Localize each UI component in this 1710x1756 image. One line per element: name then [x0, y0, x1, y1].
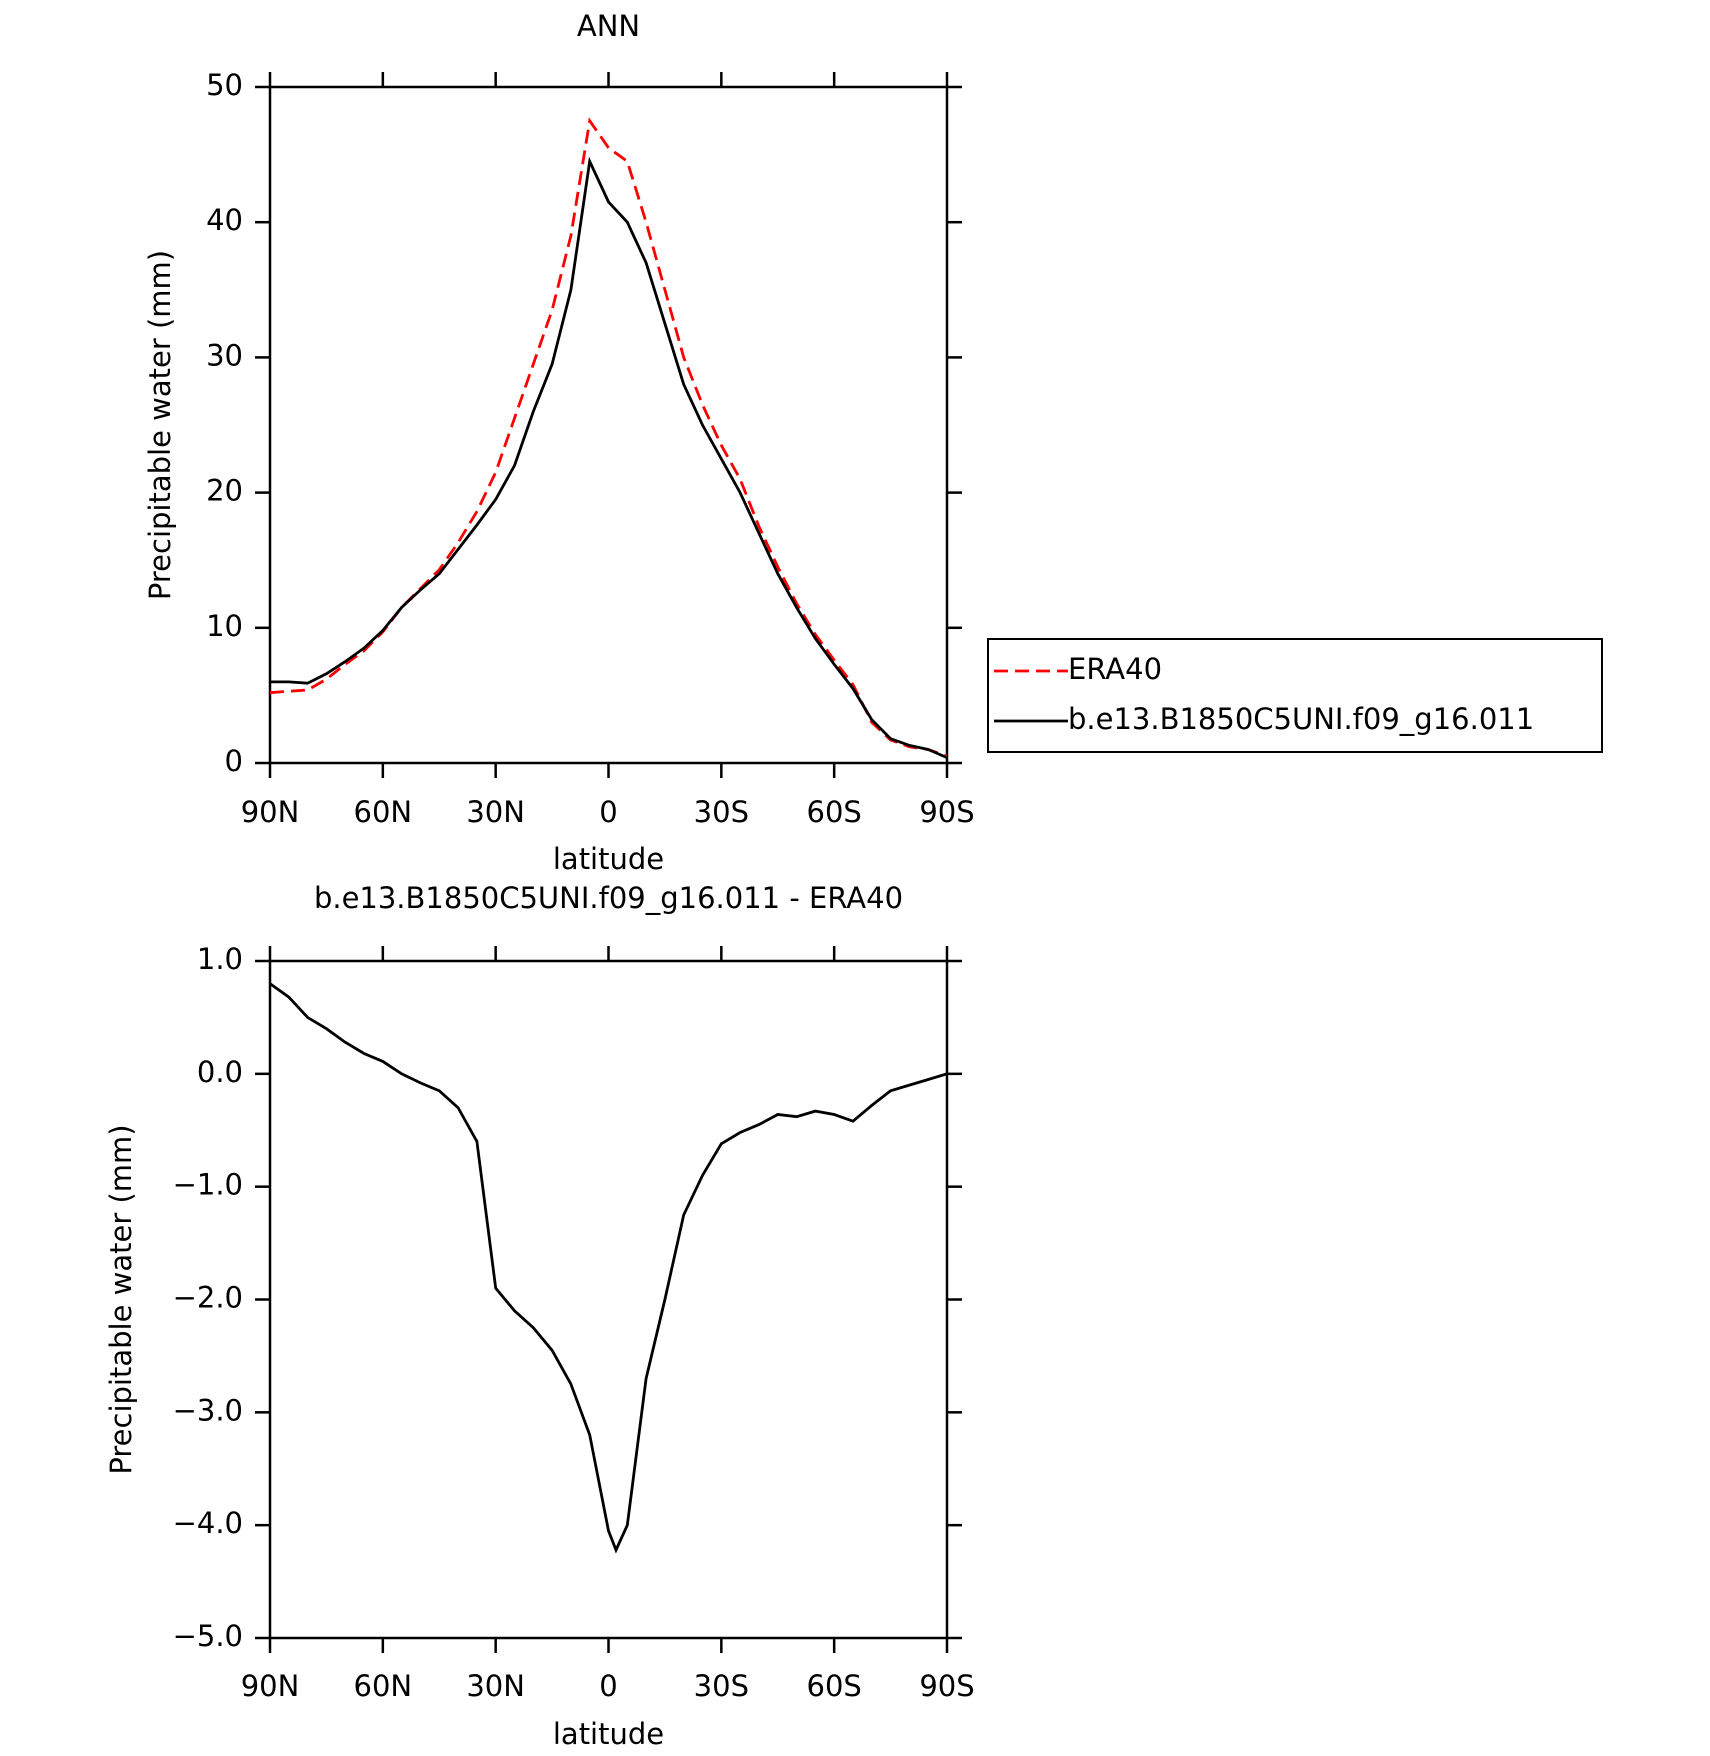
y-tick-label: −2.0 [173, 1281, 243, 1315]
y-tick-label: 30 [206, 338, 243, 372]
data-line [269, 117, 948, 758]
x-tick-label: 60S [807, 1669, 862, 1703]
x-tick-label: 90S [919, 795, 974, 829]
legend-label: ERA40 [1068, 652, 1162, 686]
legend-label: b.e13.B1850C5UNI.f09_g16.011 [1068, 702, 1534, 736]
y-tick-label: −4.0 [173, 1506, 243, 1540]
x-tick-label: 90S [919, 1669, 974, 1703]
x-axis-label: latitude [553, 1717, 664, 1751]
x-tick-label: 30N [466, 795, 525, 829]
y-tick-label: 0.0 [197, 1055, 243, 1089]
x-tick-label: 30S [694, 795, 749, 829]
y-tick-label: −3.0 [173, 1393, 243, 1427]
y-tick-label: 1.0 [197, 942, 243, 976]
x-axis-label: latitude [553, 842, 664, 876]
y-axis-label: Precipitable water (mm) [143, 250, 177, 600]
y-tick-label: −5.0 [173, 1619, 243, 1653]
x-tick-label: 90N [241, 1669, 300, 1703]
data-line [270, 156, 948, 759]
x-tick-label: 30S [694, 1669, 749, 1703]
y-tick-label: 0 [225, 744, 243, 778]
legend-box [987, 638, 1603, 753]
x-tick-label: 60N [354, 1669, 413, 1703]
y-tick-label: 10 [206, 609, 243, 643]
x-tick-label: 60N [354, 795, 413, 829]
chart-title: ANN [577, 9, 640, 43]
x-tick-label: 30N [466, 1669, 525, 1703]
x-tick-label: 0 [599, 1669, 617, 1703]
data-line [269, 982, 948, 1554]
y-tick-label: 40 [206, 203, 243, 237]
chart-title: b.e13.B1850C5UNI.f09_g16.011 - ERA40 [314, 881, 903, 915]
y-tick-label: 50 [206, 68, 243, 102]
y-tick-label: −1.0 [173, 1168, 243, 1202]
y-axis-label: Precipitable water (mm) [104, 1124, 138, 1474]
x-tick-label: 90N [241, 795, 300, 829]
x-tick-label: 0 [599, 795, 617, 829]
plot-frame [268, 959, 949, 1640]
y-tick-label: 20 [206, 474, 243, 508]
x-tick-label: 60S [807, 795, 862, 829]
plot-frame [268, 85, 949, 765]
